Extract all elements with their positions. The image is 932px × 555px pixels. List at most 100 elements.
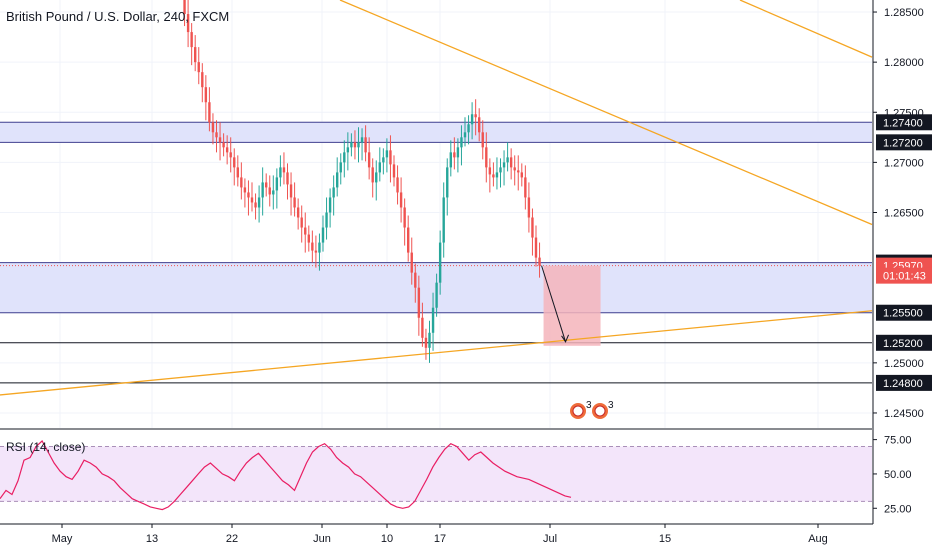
candle-body bbox=[304, 227, 307, 235]
candle-body bbox=[247, 192, 250, 198]
candle-body bbox=[194, 47, 197, 63]
candle-body bbox=[417, 287, 421, 318]
rsi-line bbox=[0, 440, 572, 511]
candle-body bbox=[183, 0, 186, 15]
price-label: 01:01:43 bbox=[883, 271, 926, 283]
candle-body bbox=[186, 14, 190, 33]
candle-body bbox=[336, 172, 339, 188]
price-label-box bbox=[876, 374, 932, 391]
candle-body bbox=[442, 197, 445, 243]
candle-body bbox=[325, 212, 328, 228]
candle-body bbox=[382, 157, 385, 163]
candle-body bbox=[261, 182, 264, 198]
candle-body bbox=[367, 152, 371, 168]
candle-body bbox=[215, 132, 218, 138]
candle-body bbox=[527, 197, 531, 218]
price-tick-label: 1.28500 bbox=[884, 7, 924, 19]
candle-body bbox=[201, 72, 204, 88]
trendline-0 bbox=[0, 310, 873, 396]
price-tick-label: 1.24500 bbox=[884, 408, 924, 420]
candle-body bbox=[229, 152, 232, 158]
price-label-box bbox=[876, 267, 932, 284]
price-label: 1.25200 bbox=[883, 338, 923, 350]
candle-body bbox=[254, 202, 257, 208]
price-label-box bbox=[876, 134, 932, 151]
projection-box bbox=[543, 265, 601, 346]
candle-body bbox=[282, 167, 286, 173]
candle-body bbox=[311, 242, 314, 251]
candle-body bbox=[321, 227, 325, 243]
candle-body bbox=[371, 167, 374, 183]
candle-body bbox=[268, 187, 271, 195]
candle-body bbox=[389, 150, 392, 165]
time-tick-label: May bbox=[52, 533, 73, 545]
candle-body bbox=[328, 197, 332, 213]
candle-body bbox=[318, 242, 321, 253]
candle-body bbox=[211, 122, 215, 133]
price-label-box bbox=[876, 304, 932, 321]
candle-body bbox=[424, 337, 428, 348]
candle-body bbox=[481, 132, 484, 148]
candle-body bbox=[410, 252, 413, 273]
time-tick-label: 17 bbox=[434, 533, 446, 545]
candle-body bbox=[438, 242, 442, 283]
candle-body bbox=[492, 174, 495, 178]
time-tick-label: Jun bbox=[313, 533, 331, 545]
candle-body bbox=[431, 307, 435, 333]
candle-body bbox=[375, 172, 378, 183]
price-label-box bbox=[876, 334, 932, 351]
candle-body bbox=[296, 207, 300, 218]
candle-body bbox=[357, 142, 360, 148]
candle-body bbox=[289, 184, 293, 198]
candle-body bbox=[470, 114, 474, 125]
candle-body bbox=[506, 157, 509, 163]
candle-body bbox=[204, 87, 208, 103]
candle-body bbox=[208, 102, 211, 123]
candle-body bbox=[396, 177, 399, 193]
candle-body bbox=[513, 167, 516, 171]
candle-body bbox=[378, 162, 381, 173]
candle-body bbox=[364, 137, 367, 153]
chart-title: British Pound / U.S. Dollar, 240, FXCM bbox=[6, 9, 230, 24]
candle-body bbox=[421, 317, 424, 338]
candle-body bbox=[218, 137, 222, 143]
candle-body bbox=[300, 217, 303, 228]
candle-body bbox=[353, 142, 357, 148]
time-tick-label: 22 bbox=[226, 533, 238, 545]
candle-body bbox=[509, 157, 513, 168]
rsi-tick-label: 50.00 bbox=[884, 469, 912, 481]
candle-body bbox=[314, 250, 318, 253]
candle-body bbox=[495, 172, 499, 178]
candle-body bbox=[350, 142, 353, 148]
candle-body bbox=[414, 272, 417, 288]
candle-body bbox=[279, 167, 282, 178]
candle-body bbox=[225, 147, 229, 153]
candle-body bbox=[236, 167, 239, 178]
rsi-tick-label: 25.00 bbox=[884, 503, 912, 515]
rsi-tick-label: 75.00 bbox=[884, 435, 912, 447]
candle-body bbox=[233, 157, 236, 168]
candle-body bbox=[360, 137, 364, 143]
candle-body bbox=[488, 167, 492, 175]
trendline-1 bbox=[339, 0, 873, 226]
candle-body bbox=[272, 190, 275, 195]
candle-body bbox=[385, 150, 389, 158]
candle-body bbox=[456, 147, 460, 158]
candle-body bbox=[463, 132, 467, 138]
time-tick-label: 13 bbox=[146, 533, 158, 545]
price-label: 1.25500 bbox=[883, 308, 923, 320]
candle-body bbox=[403, 207, 406, 228]
candle-body bbox=[332, 187, 335, 198]
price-label-box bbox=[876, 114, 932, 131]
candle-body bbox=[197, 62, 200, 73]
price-tick-label: 1.26500 bbox=[884, 207, 924, 219]
price-tick-label: 1.28000 bbox=[884, 57, 924, 69]
price-label: 1.27200 bbox=[883, 137, 923, 149]
zone-0 bbox=[0, 122, 872, 143]
projection-arrowhead bbox=[561, 334, 570, 343]
price-label: 1.27400 bbox=[883, 117, 923, 129]
candle-body bbox=[524, 177, 527, 198]
time-tick-label: 10 bbox=[381, 533, 393, 545]
